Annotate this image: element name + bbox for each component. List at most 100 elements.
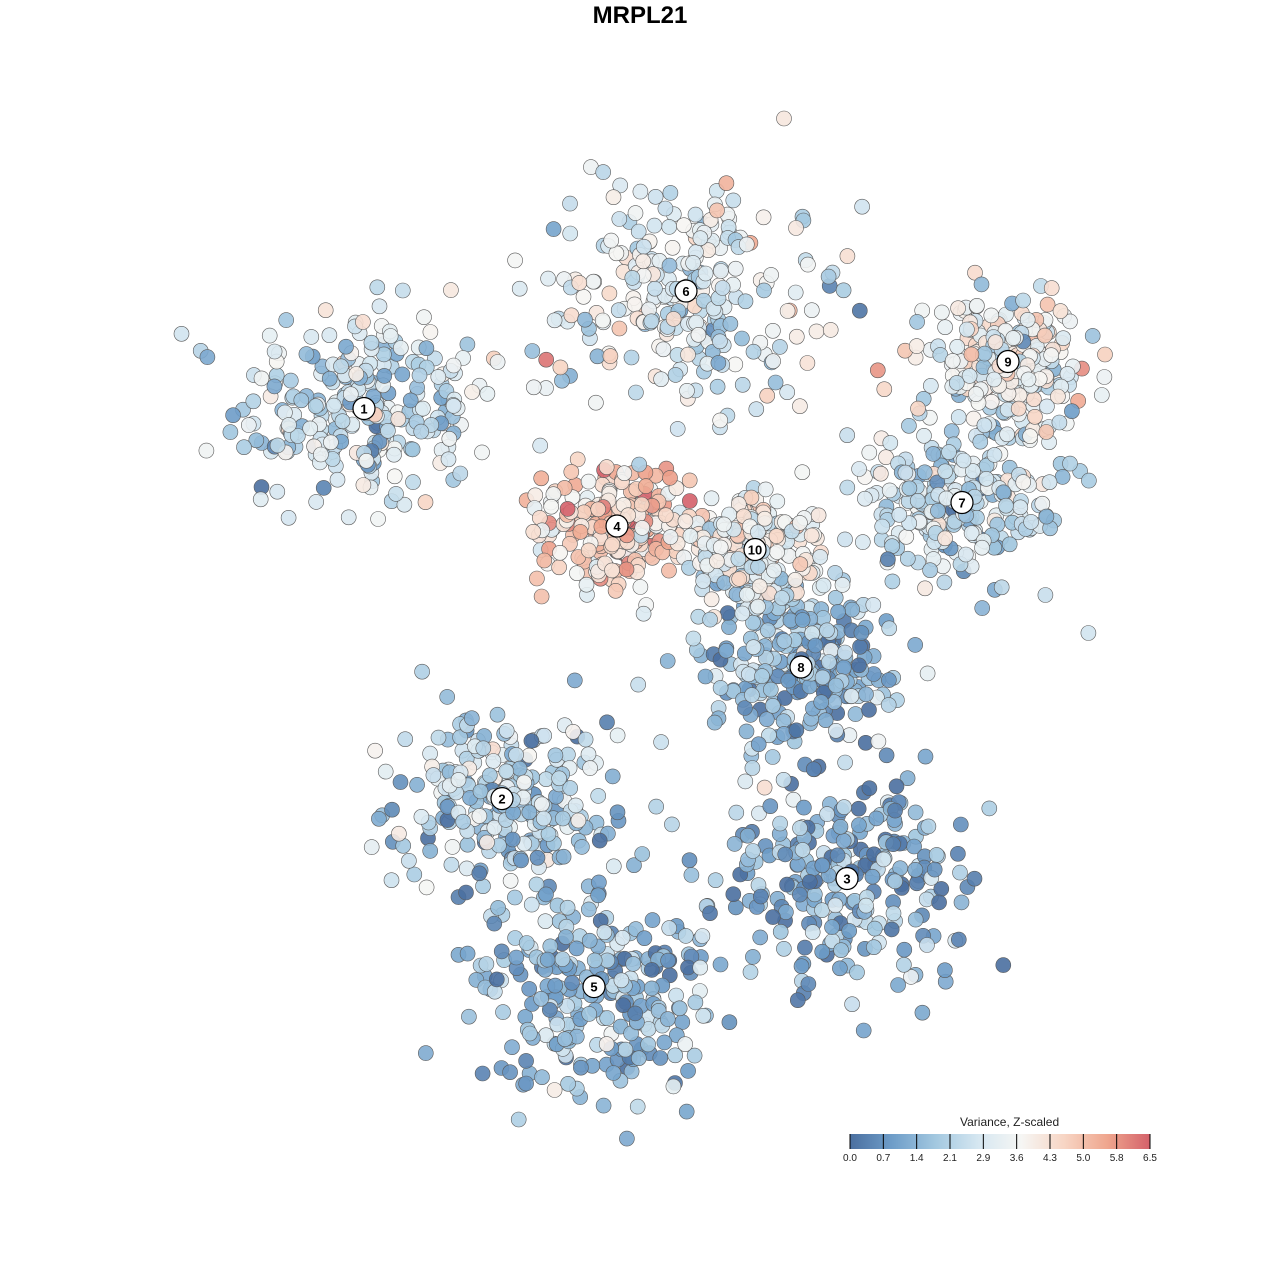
cell-point bbox=[861, 780, 878, 797]
cluster-label-6: 6 bbox=[674, 279, 698, 303]
cell-point bbox=[1015, 292, 1031, 309]
cell-point bbox=[1094, 387, 1110, 403]
cell-point bbox=[813, 694, 830, 711]
cell-point bbox=[315, 480, 332, 496]
cell-point bbox=[976, 417, 993, 434]
cell-point bbox=[539, 951, 556, 968]
cell-point bbox=[973, 276, 990, 293]
cell-point bbox=[709, 553, 725, 569]
cell-point bbox=[599, 1010, 616, 1026]
cell-point bbox=[643, 980, 660, 997]
cell-point bbox=[762, 681, 779, 698]
cell-point bbox=[896, 956, 912, 973]
cell-point bbox=[835, 832, 852, 849]
cell-point bbox=[303, 329, 320, 345]
cluster-label-text: 4 bbox=[613, 519, 621, 534]
cell-point bbox=[475, 740, 492, 757]
cell-point bbox=[614, 929, 631, 946]
cell-point bbox=[916, 427, 932, 444]
cell-point bbox=[646, 217, 663, 234]
cell-point bbox=[459, 836, 476, 853]
cell-point bbox=[555, 848, 572, 865]
cell-point bbox=[402, 392, 419, 409]
cell-point bbox=[317, 302, 334, 319]
cell-point bbox=[750, 736, 767, 753]
cell-point bbox=[847, 706, 864, 722]
cell-point bbox=[695, 1007, 712, 1024]
cell-point bbox=[937, 962, 953, 979]
cell-point bbox=[881, 620, 898, 637]
cell-point bbox=[743, 489, 760, 506]
cell-point bbox=[959, 321, 975, 338]
cell-point bbox=[236, 439, 252, 456]
cell-point bbox=[518, 1075, 534, 1092]
cell-point bbox=[630, 676, 647, 693]
cell-point bbox=[513, 852, 529, 869]
cell-point bbox=[755, 209, 772, 226]
cell-point bbox=[836, 799, 852, 815]
cell-point bbox=[657, 507, 674, 524]
cell-point bbox=[744, 687, 760, 703]
cell-point bbox=[577, 731, 594, 748]
cell-point bbox=[594, 312, 611, 329]
legend-tick-label: 4.3 bbox=[1043, 1153, 1057, 1164]
cell-point bbox=[604, 562, 620, 579]
cell-point bbox=[313, 446, 329, 463]
cell-point bbox=[750, 558, 766, 575]
cell-point bbox=[333, 358, 349, 375]
cell-point bbox=[1012, 499, 1029, 516]
cell-point bbox=[844, 601, 861, 618]
cell-point bbox=[884, 538, 900, 555]
cell-point bbox=[611, 320, 628, 337]
cell-point bbox=[855, 1022, 872, 1039]
cell-point bbox=[659, 1011, 676, 1027]
cell-point bbox=[745, 343, 762, 360]
cell-point bbox=[757, 481, 774, 498]
cell-point bbox=[963, 346, 980, 363]
cluster-label-badge bbox=[674, 279, 698, 303]
cell-point bbox=[870, 733, 887, 750]
cell-point bbox=[552, 544, 568, 561]
cell-point bbox=[792, 515, 808, 531]
cell-point bbox=[358, 452, 375, 469]
cell-point bbox=[508, 949, 525, 966]
cell-point bbox=[752, 929, 769, 946]
cell-point bbox=[554, 372, 570, 389]
cell-point bbox=[868, 810, 885, 827]
cell-point bbox=[386, 468, 403, 485]
cell-point bbox=[478, 956, 495, 972]
cell-point bbox=[627, 205, 644, 221]
cell-point bbox=[890, 977, 906, 993]
cell-point bbox=[774, 590, 790, 606]
cell-point bbox=[289, 428, 306, 444]
cell-point bbox=[528, 876, 545, 893]
cell-point bbox=[995, 484, 1012, 501]
cell-point bbox=[1050, 388, 1066, 405]
cell-point bbox=[1084, 328, 1101, 344]
cell-point bbox=[788, 220, 804, 236]
cell-point bbox=[772, 815, 788, 832]
cell-point bbox=[853, 625, 870, 641]
cell-point bbox=[767, 374, 784, 391]
cell-point bbox=[1039, 398, 1055, 415]
cell-point bbox=[626, 296, 643, 313]
cell-point bbox=[406, 866, 423, 883]
cell-point bbox=[269, 437, 286, 454]
cell-point bbox=[776, 690, 793, 706]
cell-point bbox=[681, 852, 698, 869]
cell-point bbox=[930, 502, 946, 519]
cell-point bbox=[533, 470, 550, 487]
cell-point bbox=[489, 354, 506, 370]
cell-point bbox=[481, 767, 498, 784]
points-layer bbox=[173, 110, 1113, 1147]
cell-point bbox=[716, 516, 732, 533]
cell-point bbox=[383, 872, 400, 889]
cell-point bbox=[422, 745, 438, 762]
cell-point bbox=[493, 943, 510, 960]
cell-point bbox=[850, 800, 867, 817]
cell-point bbox=[952, 816, 969, 833]
legend-title: Variance, Z-scaled bbox=[960, 1115, 1060, 1129]
cell-point bbox=[968, 386, 984, 402]
cell-point bbox=[475, 878, 491, 895]
cell-point bbox=[252, 491, 269, 508]
